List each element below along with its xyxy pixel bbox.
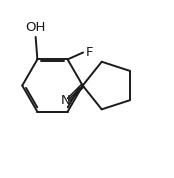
Text: OH: OH — [25, 21, 46, 34]
Text: F: F — [86, 46, 93, 59]
Text: N: N — [61, 95, 70, 108]
